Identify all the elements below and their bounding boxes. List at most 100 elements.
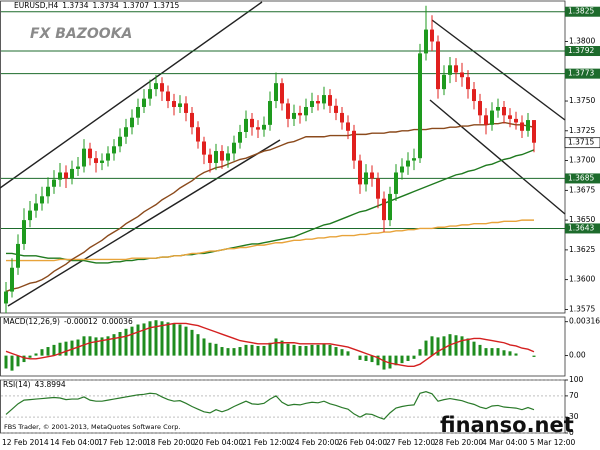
macd-bar: [250, 344, 254, 356]
y-tick-label: 1.3625: [569, 245, 595, 254]
macd-bar: [286, 343, 290, 356]
candle-body: [508, 115, 512, 119]
candle-body: [430, 29, 434, 42]
level-box: [565, 68, 600, 79]
candle-body: [454, 65, 458, 73]
candle-body: [442, 74, 446, 90]
macd-bar: [418, 349, 422, 356]
macd-bar: [454, 335, 458, 356]
candle-body: [292, 112, 296, 119]
candle-body: [22, 220, 26, 244]
macd-bar: [460, 336, 464, 356]
macd-bar: [376, 355, 380, 366]
candle-body: [154, 83, 158, 90]
candle-body: [28, 210, 32, 221]
macd-bar: [22, 355, 26, 363]
macd-bar: [346, 351, 350, 356]
watermark: finanso.net: [440, 413, 574, 437]
candle-body: [178, 103, 182, 107]
candle-body: [478, 101, 482, 116]
candle-body: [106, 153, 110, 161]
candle-body: [142, 98, 146, 107]
candle-body: [160, 83, 164, 92]
indicator-line: [6, 219, 534, 262]
macd-bar: [472, 341, 476, 356]
candle-body: [256, 127, 260, 130]
macd-bar: [118, 332, 122, 356]
macd-bar: [82, 336, 86, 356]
trend-lines: [0, 1, 566, 307]
candle-body: [346, 122, 350, 131]
x-tick-label: 18 Feb 20:00: [146, 438, 195, 447]
y-tick-label: 1.3725: [569, 126, 595, 135]
trend-line: [7, 139, 281, 307]
candle-body: [310, 101, 314, 107]
macd-bar: [4, 355, 8, 369]
candle-body: [58, 172, 62, 180]
macd-bar: [334, 347, 338, 356]
candle-body: [364, 172, 368, 185]
header-value: 0.00036: [102, 317, 133, 326]
macd-bar: [292, 344, 296, 356]
signal-line: [5, 322, 535, 368]
candle-body: [130, 117, 134, 128]
candle-body: [34, 203, 38, 211]
candle-body: [298, 112, 302, 116]
indicator-line: [5, 121, 535, 293]
candle-body: [52, 179, 56, 187]
macd-bar: [130, 326, 134, 356]
candle-body: [16, 243, 20, 268]
candle-body: [280, 83, 284, 104]
logo: FX BAZOOKA: [30, 26, 132, 42]
x-tick-label: 28 Feb 20:00: [434, 438, 483, 447]
candle-body: [316, 101, 320, 104]
macd-bar: [148, 321, 152, 356]
panel-header: MACD(12,26,9) -0.00012 0.00036: [3, 317, 133, 326]
macd-bar: [46, 347, 50, 356]
macd-bar: [484, 348, 488, 356]
y-tick-label: 1.3750: [569, 96, 595, 105]
candle-body: [340, 112, 344, 123]
macd-bar: [226, 348, 230, 356]
header-value: 1.3734: [93, 1, 119, 10]
candle-body: [94, 158, 98, 163]
y-tick-label: 1.3575: [569, 304, 595, 313]
macd-bar: [214, 343, 218, 356]
candle-body: [238, 131, 242, 143]
candle-body: [148, 89, 152, 99]
macd-bar: [394, 355, 398, 366]
trend-line: [0, 1, 263, 189]
candle-body: [70, 168, 74, 179]
y-tick-label: 1.3600: [569, 275, 595, 284]
candle-body: [352, 130, 356, 161]
macd-bar: [124, 328, 128, 356]
x-tick-label: 4 Mar 04:00: [482, 438, 528, 447]
macd-bar: [436, 337, 440, 356]
header-title: EURUSD,H4: [14, 1, 58, 10]
candle-body: [520, 122, 524, 131]
candle-body: [112, 146, 116, 154]
candle-body: [166, 91, 170, 102]
candle-body: [250, 118, 254, 128]
level-label: 1.3773: [568, 69, 594, 78]
candle-body: [118, 136, 122, 147]
candle-body: [370, 172, 374, 179]
level-box: [565, 173, 600, 184]
candle-body: [136, 106, 140, 118]
macd-bar: [166, 322, 170, 356]
main-panel: [0, 0, 566, 314]
level-box: [565, 6, 600, 17]
candle-body: [4, 291, 8, 304]
level-box: [565, 46, 600, 57]
macd-bar: [52, 344, 56, 356]
macd-bar: [172, 323, 176, 356]
level-label: 1.3685: [568, 173, 594, 182]
macd-bar: [28, 355, 32, 358]
macd-bar: [34, 353, 38, 356]
current-price-box: [564, 137, 600, 149]
candle-body: [10, 267, 14, 292]
y-tick-label: 1.3675: [569, 185, 595, 194]
macd-bar: [64, 341, 68, 356]
candle-body: [412, 158, 416, 161]
